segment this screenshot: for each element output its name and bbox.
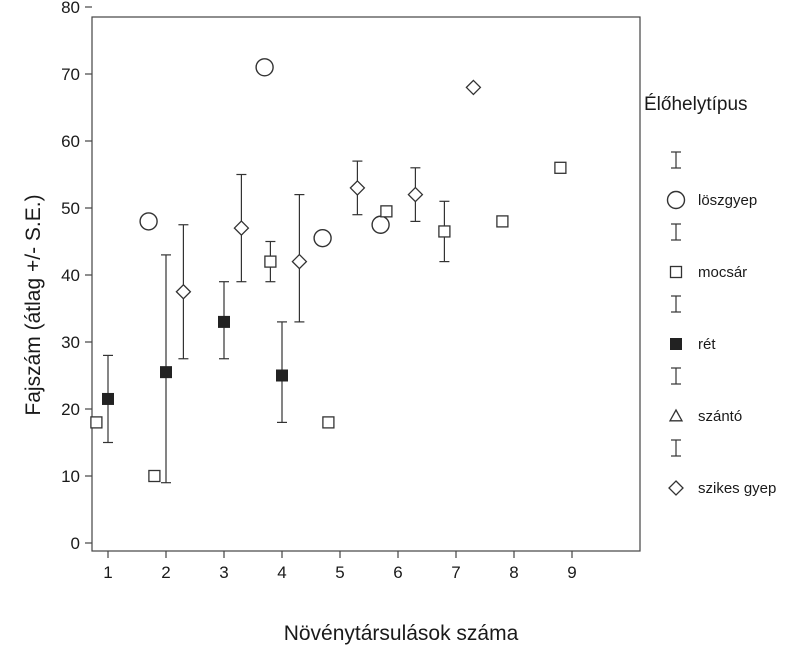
legend-error-bar-symbol (671, 367, 681, 385)
x-tick-label: 2 (161, 563, 170, 582)
legend-title: Élőhelytípus (644, 94, 748, 115)
legend-marker-diamond (668, 480, 684, 496)
data-point-square (554, 161, 567, 174)
legend-label: mocsár (698, 264, 747, 281)
x-tick-label: 1 (103, 563, 112, 582)
legend-marker-square (669, 265, 683, 279)
y-tick-label: 40 (61, 266, 80, 285)
data-point-filled-square (276, 369, 288, 382)
data-markers (90, 58, 567, 483)
x-tick-label: 4 (277, 563, 286, 582)
data-point-circle (139, 212, 158, 231)
y-tick-label: 30 (61, 333, 80, 352)
data-point-circle (371, 215, 390, 234)
data-point-diamond (465, 79, 482, 96)
legend-error-bar-symbol (671, 223, 681, 241)
data-point-filled-square (160, 366, 172, 379)
legend-label: löszgyep (698, 192, 757, 209)
plot-frame (91, 16, 641, 552)
x-tick-label: 3 (219, 563, 228, 582)
y-tick-label: 0 (71, 534, 80, 553)
error-bars (103, 160, 450, 484)
data-point-filled-square (218, 315, 230, 328)
legend: Élőhelytípus löszgyep mocsár rét szántó szik… (644, 94, 776, 497)
data-point-square (380, 205, 393, 218)
x-tick-label: 6 (393, 563, 402, 582)
y-tick-label: 10 (61, 467, 80, 486)
legend-marker-triangle (668, 408, 684, 422)
data-point-diamond (233, 220, 250, 237)
y-tick-label: 50 (61, 199, 80, 218)
x-tick-label: 9 (567, 563, 576, 582)
data-point-square (438, 225, 451, 238)
y-tick-label: 70 (61, 65, 80, 84)
data-point-diamond (291, 253, 308, 270)
data-point-diamond (349, 179, 366, 196)
x-axis-title: Növénytársulások száma (284, 622, 519, 645)
data-point-filled-square (102, 392, 114, 405)
legend-marker-circle (666, 190, 686, 210)
y-axis-title: Fajszám (átlag +/- S.E.) (22, 194, 45, 415)
data-point-diamond (175, 283, 192, 300)
x-tick-label: 7 (451, 563, 460, 582)
legend-label: rét (698, 336, 716, 353)
y-tick-label: 20 (61, 400, 80, 419)
x-axis: 1 2 3 4 5 6 7 8 9 (103, 551, 577, 582)
y-tick-label: 80 (61, 0, 80, 17)
data-point-circle (313, 228, 332, 248)
x-tick-label: 8 (509, 563, 518, 582)
y-tick-label: 60 (61, 132, 80, 151)
data-point-square (264, 255, 277, 268)
legend-error-bar-symbol (671, 151, 681, 169)
data-point-circle (255, 58, 274, 77)
data-point-square (90, 416, 103, 429)
data-point-square (496, 215, 509, 228)
legend-error-bar-symbol (671, 439, 681, 457)
legend-marker-filled-square (670, 338, 682, 350)
legend-label: szántó (698, 408, 742, 425)
legend-error-bar-symbol (671, 295, 681, 313)
x-tick-label: 5 (335, 563, 344, 582)
data-point-square (148, 469, 161, 483)
data-point-diamond (407, 186, 424, 203)
y-axis: 0 10 20 30 40 50 60 70 80 (61, 0, 92, 553)
data-point-square (322, 416, 335, 429)
legend-label: szikes gyep (698, 480, 776, 497)
